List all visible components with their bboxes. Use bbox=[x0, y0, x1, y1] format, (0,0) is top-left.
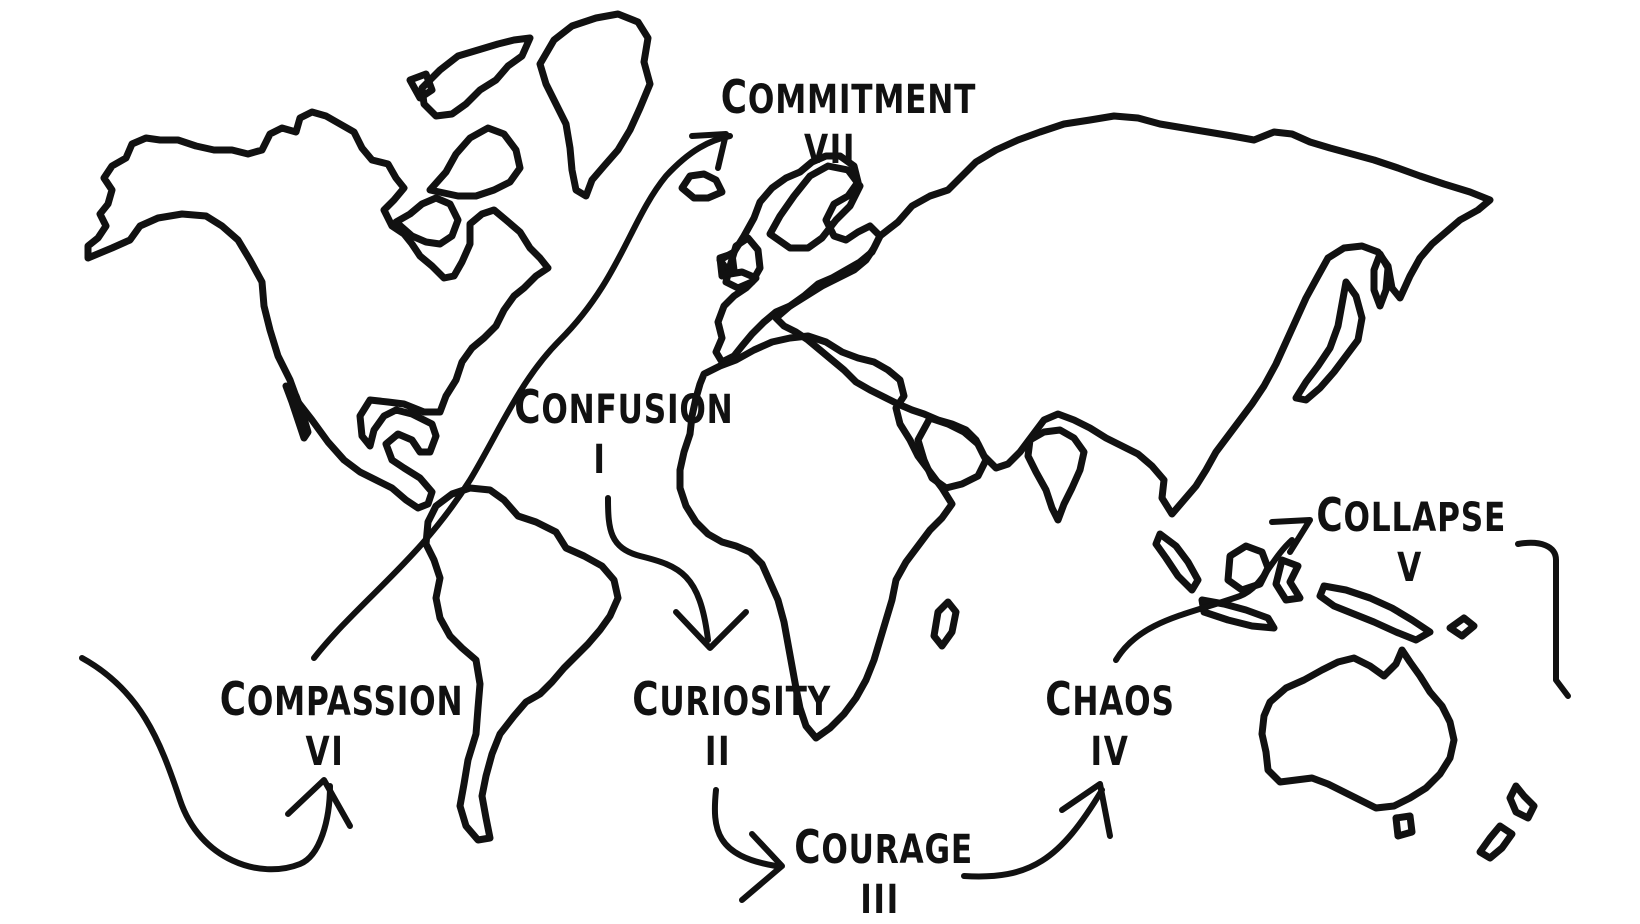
arabia-outline bbox=[914, 414, 990, 492]
ellesmere-outline bbox=[418, 34, 534, 120]
arrowhead-to-collapse bbox=[1269, 517, 1313, 555]
arrowhead-to-chaos bbox=[1059, 781, 1113, 839]
greenland-outline bbox=[536, 10, 654, 200]
stage-courage-name: COURAGE bbox=[794, 820, 973, 874]
sulawesi-outline bbox=[1272, 556, 1304, 604]
arctic-island-small-outline bbox=[406, 70, 436, 102]
stage-compassion-numeral: VI bbox=[305, 729, 345, 775]
ireland-outline bbox=[716, 250, 738, 280]
route-chaos-to-collapse bbox=[1113, 537, 1295, 663]
stage-confusion-numeral: I bbox=[593, 437, 607, 483]
continents bbox=[84, 10, 1538, 862]
australia-outline bbox=[1258, 646, 1458, 812]
asia-outline bbox=[772, 112, 1494, 518]
stage-confusion-name: CONFUSION bbox=[514, 380, 734, 434]
borneo-outline bbox=[1224, 542, 1272, 594]
stage-courage: COURAGE III bbox=[794, 820, 973, 923]
stage-curiosity-numeral: II bbox=[704, 729, 732, 775]
japan-outline bbox=[1292, 278, 1366, 404]
stage-collapse-numeral: V bbox=[1397, 545, 1423, 591]
pacific-island-outline bbox=[1446, 614, 1478, 640]
sumatra-outline bbox=[1152, 530, 1202, 594]
route-confusion-to-curiosity bbox=[605, 495, 711, 643]
stage-commitment-numeral: VII bbox=[803, 127, 857, 173]
stage-commitment-name: COMMITMENT bbox=[720, 70, 977, 124]
sakhalin-outline bbox=[1370, 250, 1392, 310]
route-courage-to-chaos bbox=[961, 787, 1105, 880]
new-guinea-outline bbox=[1316, 582, 1434, 644]
iceland-outline bbox=[678, 170, 726, 202]
stage-confusion: CONFUSION I bbox=[514, 380, 734, 483]
stage-chaos-numeral: IV bbox=[1090, 729, 1130, 775]
arrowhead-to-curiosity bbox=[673, 609, 749, 651]
arctic-islands-outline bbox=[392, 194, 462, 248]
madagascar-outline bbox=[930, 598, 960, 650]
new-zealand-south-outline bbox=[1476, 822, 1516, 862]
journey-route bbox=[79, 131, 1571, 903]
arrowhead-to-courage bbox=[739, 831, 785, 903]
java-outline bbox=[1198, 596, 1278, 632]
north-america-outline bbox=[84, 108, 552, 512]
stage-curiosity-name: CURIOSITY bbox=[632, 672, 832, 726]
stage-collapse-name: COLLAPSE bbox=[1316, 488, 1507, 542]
route-curiosity-to-courage bbox=[711, 787, 779, 869]
tasmania-outline bbox=[1392, 812, 1416, 840]
stage-compassion-name: COMPASSION bbox=[219, 672, 464, 726]
south-america-outline bbox=[422, 484, 622, 844]
stage-chaos-name: CHAOS bbox=[1045, 672, 1175, 726]
route-collapse-bracket bbox=[1515, 539, 1571, 699]
stage-courage-numeral: III bbox=[860, 877, 900, 923]
stage-commitment: COMMITMENT VII bbox=[720, 70, 977, 173]
india-outline bbox=[1024, 426, 1088, 524]
route-edge-to-compassion bbox=[79, 655, 333, 873]
baja-outline bbox=[282, 382, 312, 442]
baffin-outline bbox=[426, 124, 524, 200]
new-zealand-north-outline bbox=[1506, 782, 1538, 822]
stage-compassion: COMPASSION VI bbox=[219, 672, 464, 775]
stage-collapse: COLLAPSE V bbox=[1316, 488, 1507, 591]
stage-chaos: CHAOS IV bbox=[1024, 676, 1196, 772]
arrowhead-to-commitment bbox=[689, 131, 729, 171]
arrowhead-to-compassion bbox=[285, 777, 353, 829]
stage-curiosity: CURIOSITY II bbox=[632, 672, 832, 775]
africa-outline bbox=[676, 332, 956, 742]
route-compassion-to-commitment bbox=[311, 133, 733, 661]
scandinavia-outline bbox=[766, 162, 864, 252]
